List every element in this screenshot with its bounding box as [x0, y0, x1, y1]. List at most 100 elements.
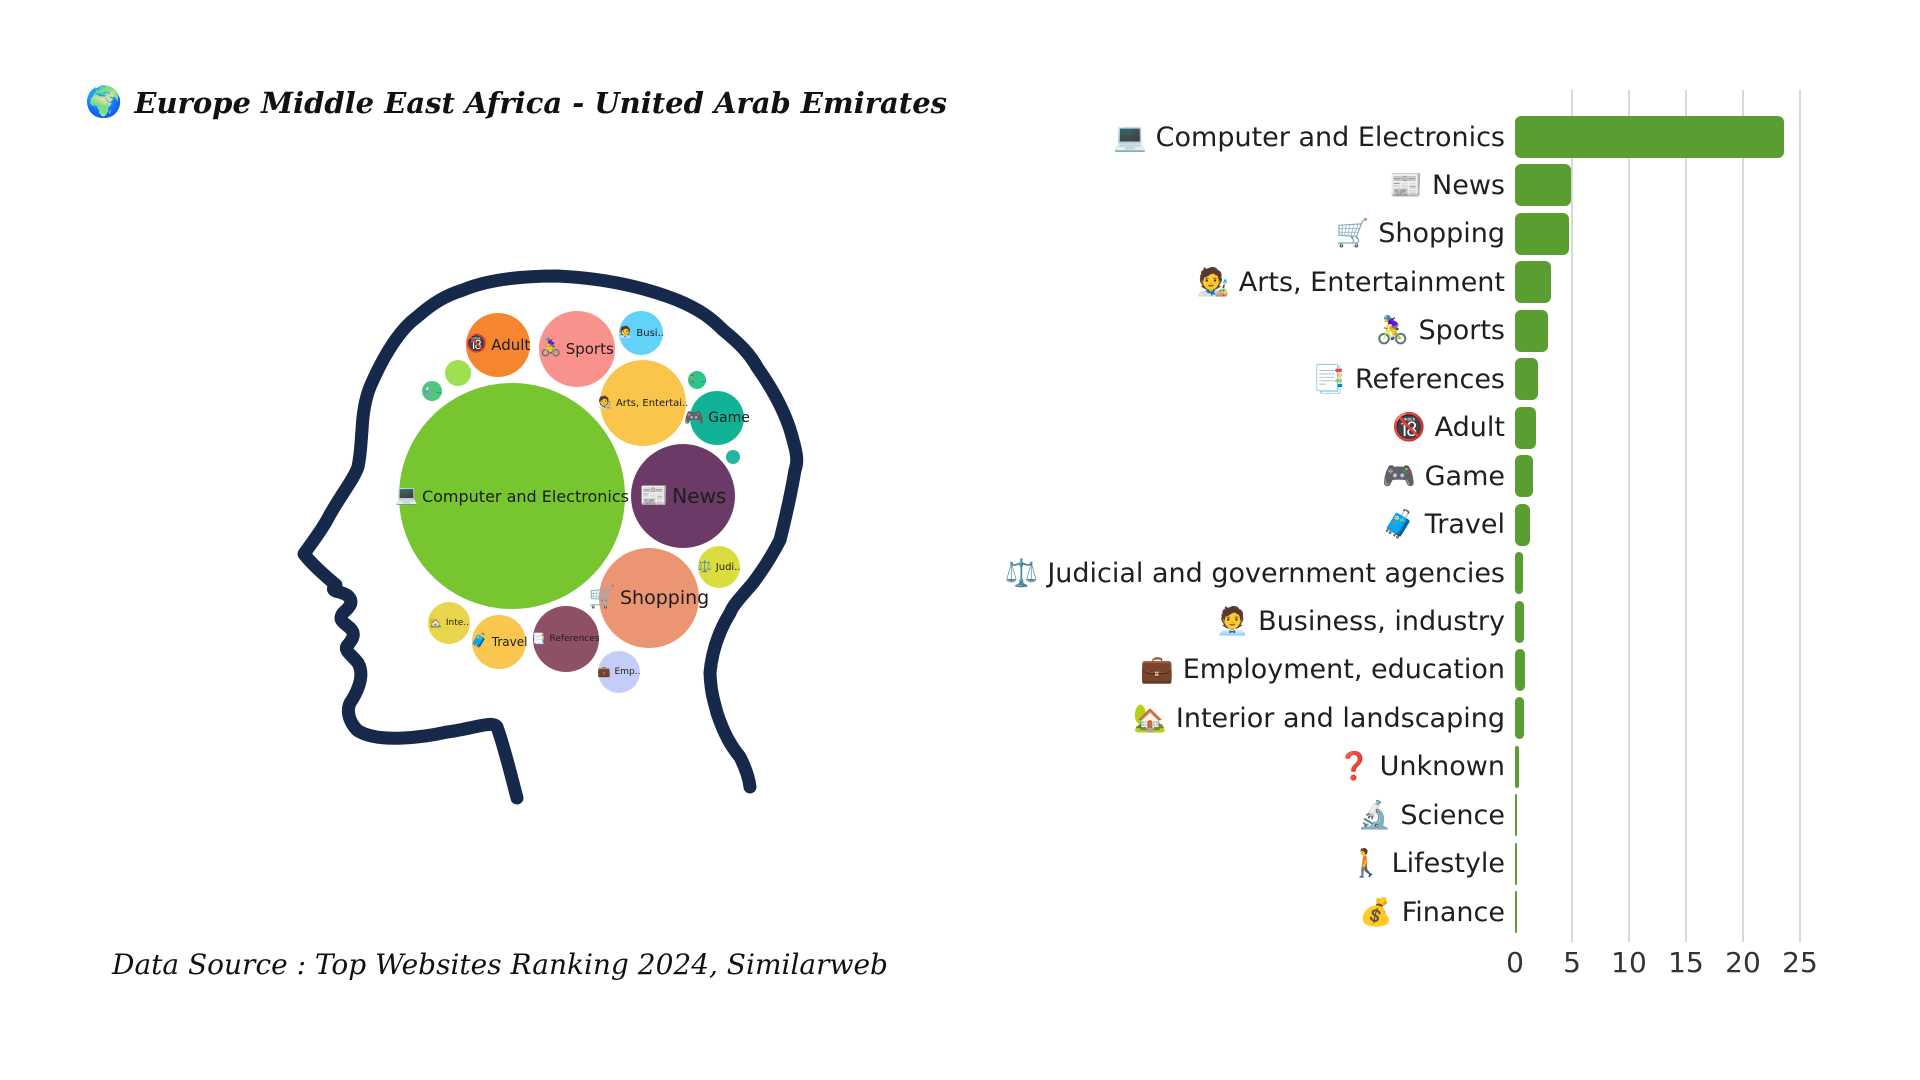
arts-entertai-bubble-icon: 🧑‍🎨 — [597, 395, 612, 410]
bubble-sports: 🚴‍♀️ Sports — [539, 311, 615, 387]
bubble-dot: 🚶.. — [688, 371, 706, 389]
bar-row-interior-and-landscaping: 🏡 Interior and landscaping — [805, 694, 1880, 742]
bubble-text: Inte.. — [445, 618, 470, 628]
globe-icon: 🌍 — [85, 85, 123, 120]
bubble-shopping: 🛒 Shopping — [589, 548, 709, 648]
emp-bubble-icon: 💼 — [597, 665, 611, 678]
bar-arts-entertainment — [1515, 261, 1552, 304]
bubble-text: Judi.. — [715, 561, 741, 573]
category-name: Sports — [1418, 315, 1505, 347]
news-bubble-icon: 📰 — [639, 482, 669, 509]
x-tick-25: 25 — [1782, 946, 1818, 979]
category-name: Game — [1424, 460, 1505, 492]
bubble-label-arts-entertai: 🧑‍🎨 Arts, Entertai.. — [598, 397, 689, 409]
employment-education-icon: 💼 — [1140, 654, 1174, 686]
bubble-computer-and-electronics: 💻 Computer and Electronics — [395, 383, 629, 609]
bar-row-arts-entertainment: 🧑‍🎨 Arts, Entertainment — [805, 258, 1880, 306]
category-name: Computer and Electronics — [1155, 121, 1505, 153]
bar-label-travel: 🧳 Travel — [805, 501, 1505, 549]
gridline-25 — [1799, 90, 1801, 942]
gridline-10 — [1628, 90, 1630, 942]
category-name: Finance — [1401, 896, 1505, 928]
bubble-label-travel: 🧳 Travel — [470, 633, 528, 650]
bar-sports — [1515, 309, 1549, 352]
bar-label-sports: 🚴‍♀️ Sports — [805, 307, 1505, 355]
category-name: Shopping — [1378, 218, 1505, 250]
bar-interior-and-landscaping — [1515, 697, 1525, 740]
bubble-label-game: 🎮 Game — [684, 407, 750, 427]
lifestyle-icon: 🚶 — [1348, 848, 1383, 880]
x-tick-0: 0 — [1506, 946, 1524, 979]
bar-label-judicial-and-government-agencies: ⚖️ Judicial and government agencies — [805, 549, 1505, 597]
category-name: Employment, education — [1182, 654, 1505, 686]
bubble-dot — [445, 360, 471, 386]
category-name: Science — [1400, 799, 1505, 831]
bar-game — [1515, 455, 1534, 498]
gridline-20 — [1742, 90, 1744, 942]
bar-adult — [1515, 406, 1536, 449]
bubble-text: .. — [436, 386, 442, 395]
bubble-game: 🎮 Game — [684, 391, 750, 445]
bubble-judi: ⚖️ Judi.. — [697, 546, 741, 588]
sports-icon: 🚴‍♀️ — [1375, 315, 1410, 347]
bar-row-computer-and-electronics: 💻 Computer and Electronics — [805, 113, 1880, 161]
arts-entertainment-icon: 🧑‍🎨 — [1196, 266, 1230, 298]
x-tick-20: 20 — [1725, 946, 1761, 979]
category-name: Lifestyle — [1391, 848, 1505, 880]
bubble-busi: 🧑‍💼 Busi.. — [618, 311, 664, 355]
inte-bubble-icon: 🏡 — [428, 616, 442, 629]
category-name: Arts, Entertainment — [1238, 266, 1505, 298]
bar-row-adult: 🔞 Adult — [805, 404, 1880, 452]
bar-label-business-industry: 🧑‍💼 Business, industry — [805, 598, 1505, 646]
x-tick-15: 15 — [1668, 946, 1704, 979]
category-name: References — [1354, 363, 1505, 395]
bubble-adult: 🔞 Adult — [466, 313, 530, 377]
bubble-references: 📑 References — [533, 606, 599, 672]
bubble-chart: 💻 Computer and Electronics 📰 News 🛒 Shopping 🧑… — [220, 200, 870, 850]
dot-bubble-icon: 🚶 — [687, 374, 698, 384]
bar-label-game: 🎮 Game — [805, 452, 1505, 500]
bar-label-adult: 🔞 Adult — [805, 404, 1505, 452]
bubble-dot: 🔬.. — [422, 381, 442, 401]
bar-finance — [1515, 891, 1517, 934]
judi-bubble-icon: ⚖️ — [697, 559, 712, 574]
bubble-text: Computer and Electronics — [421, 486, 629, 506]
interior-and-landscaping-icon: 🏡 — [1133, 702, 1167, 734]
adult-bubble-icon: 🔞 — [465, 334, 488, 355]
bar-lifestyle — [1515, 842, 1518, 885]
bubble-label-dot: 🔬.. — [423, 386, 442, 395]
bubble-emp: 💼 Emp.. — [598, 651, 640, 693]
computer-and-electronics-icon: 💻 — [1113, 121, 1147, 153]
bubble-label-emp: 💼 Emp.. — [597, 665, 641, 678]
bar-row-news: 📰 News — [805, 161, 1880, 209]
bubble-label-inte: 🏡 Inte.. — [428, 616, 470, 629]
game-bubble-icon: 🎮 — [684, 407, 705, 427]
bar-label-arts-entertainment: 🧑‍🎨 Arts, Entertainment — [805, 258, 1505, 306]
bubble-news: 📰 News — [631, 444, 735, 548]
bubble-label-adult: 🔞 Adult — [466, 336, 531, 354]
category-name: Business, industry — [1258, 606, 1505, 637]
data-source: Data Source : Top Websites Ranking 2024,… — [112, 948, 888, 981]
page-title: Europe Middle East Africa - United Arab … — [134, 86, 947, 120]
bar-row-lifestyle: 🚶 Lifestyle — [805, 840, 1880, 888]
shopping-icon: 🛒 — [1335, 218, 1370, 250]
science-icon: 🔬 — [1357, 799, 1392, 831]
bar-unknown — [1515, 745, 1519, 788]
bar-row-finance: 💰 Finance — [805, 888, 1880, 936]
judicial-and-government-agencies-icon: ⚖️ — [1004, 557, 1039, 589]
bubble-label-busi: 🧑‍💼 Busi.. — [618, 327, 664, 339]
bubble-text: Sports — [565, 340, 614, 358]
bubble-label-sports: 🚴‍♀️ Sports — [540, 340, 614, 358]
x-tick-10: 10 — [1611, 946, 1647, 979]
travel-bubble-icon: 🧳 — [470, 633, 488, 650]
bar-employment-education — [1515, 648, 1526, 691]
shopping-bubble-icon: 🛒 — [588, 585, 616, 611]
bar-row-shopping: 🛒 Shopping — [805, 210, 1880, 258]
category-name: Travel — [1424, 509, 1505, 541]
bar-row-references: 📑 References — [805, 355, 1880, 403]
head-outline-path — [297, 269, 804, 805]
bubble-label-shopping: 🛒 Shopping — [589, 587, 709, 609]
bar-row-employment-education: 💼 Employment, education — [805, 646, 1880, 694]
sports-bubble-icon: 🚴‍♀️ — [540, 338, 562, 359]
